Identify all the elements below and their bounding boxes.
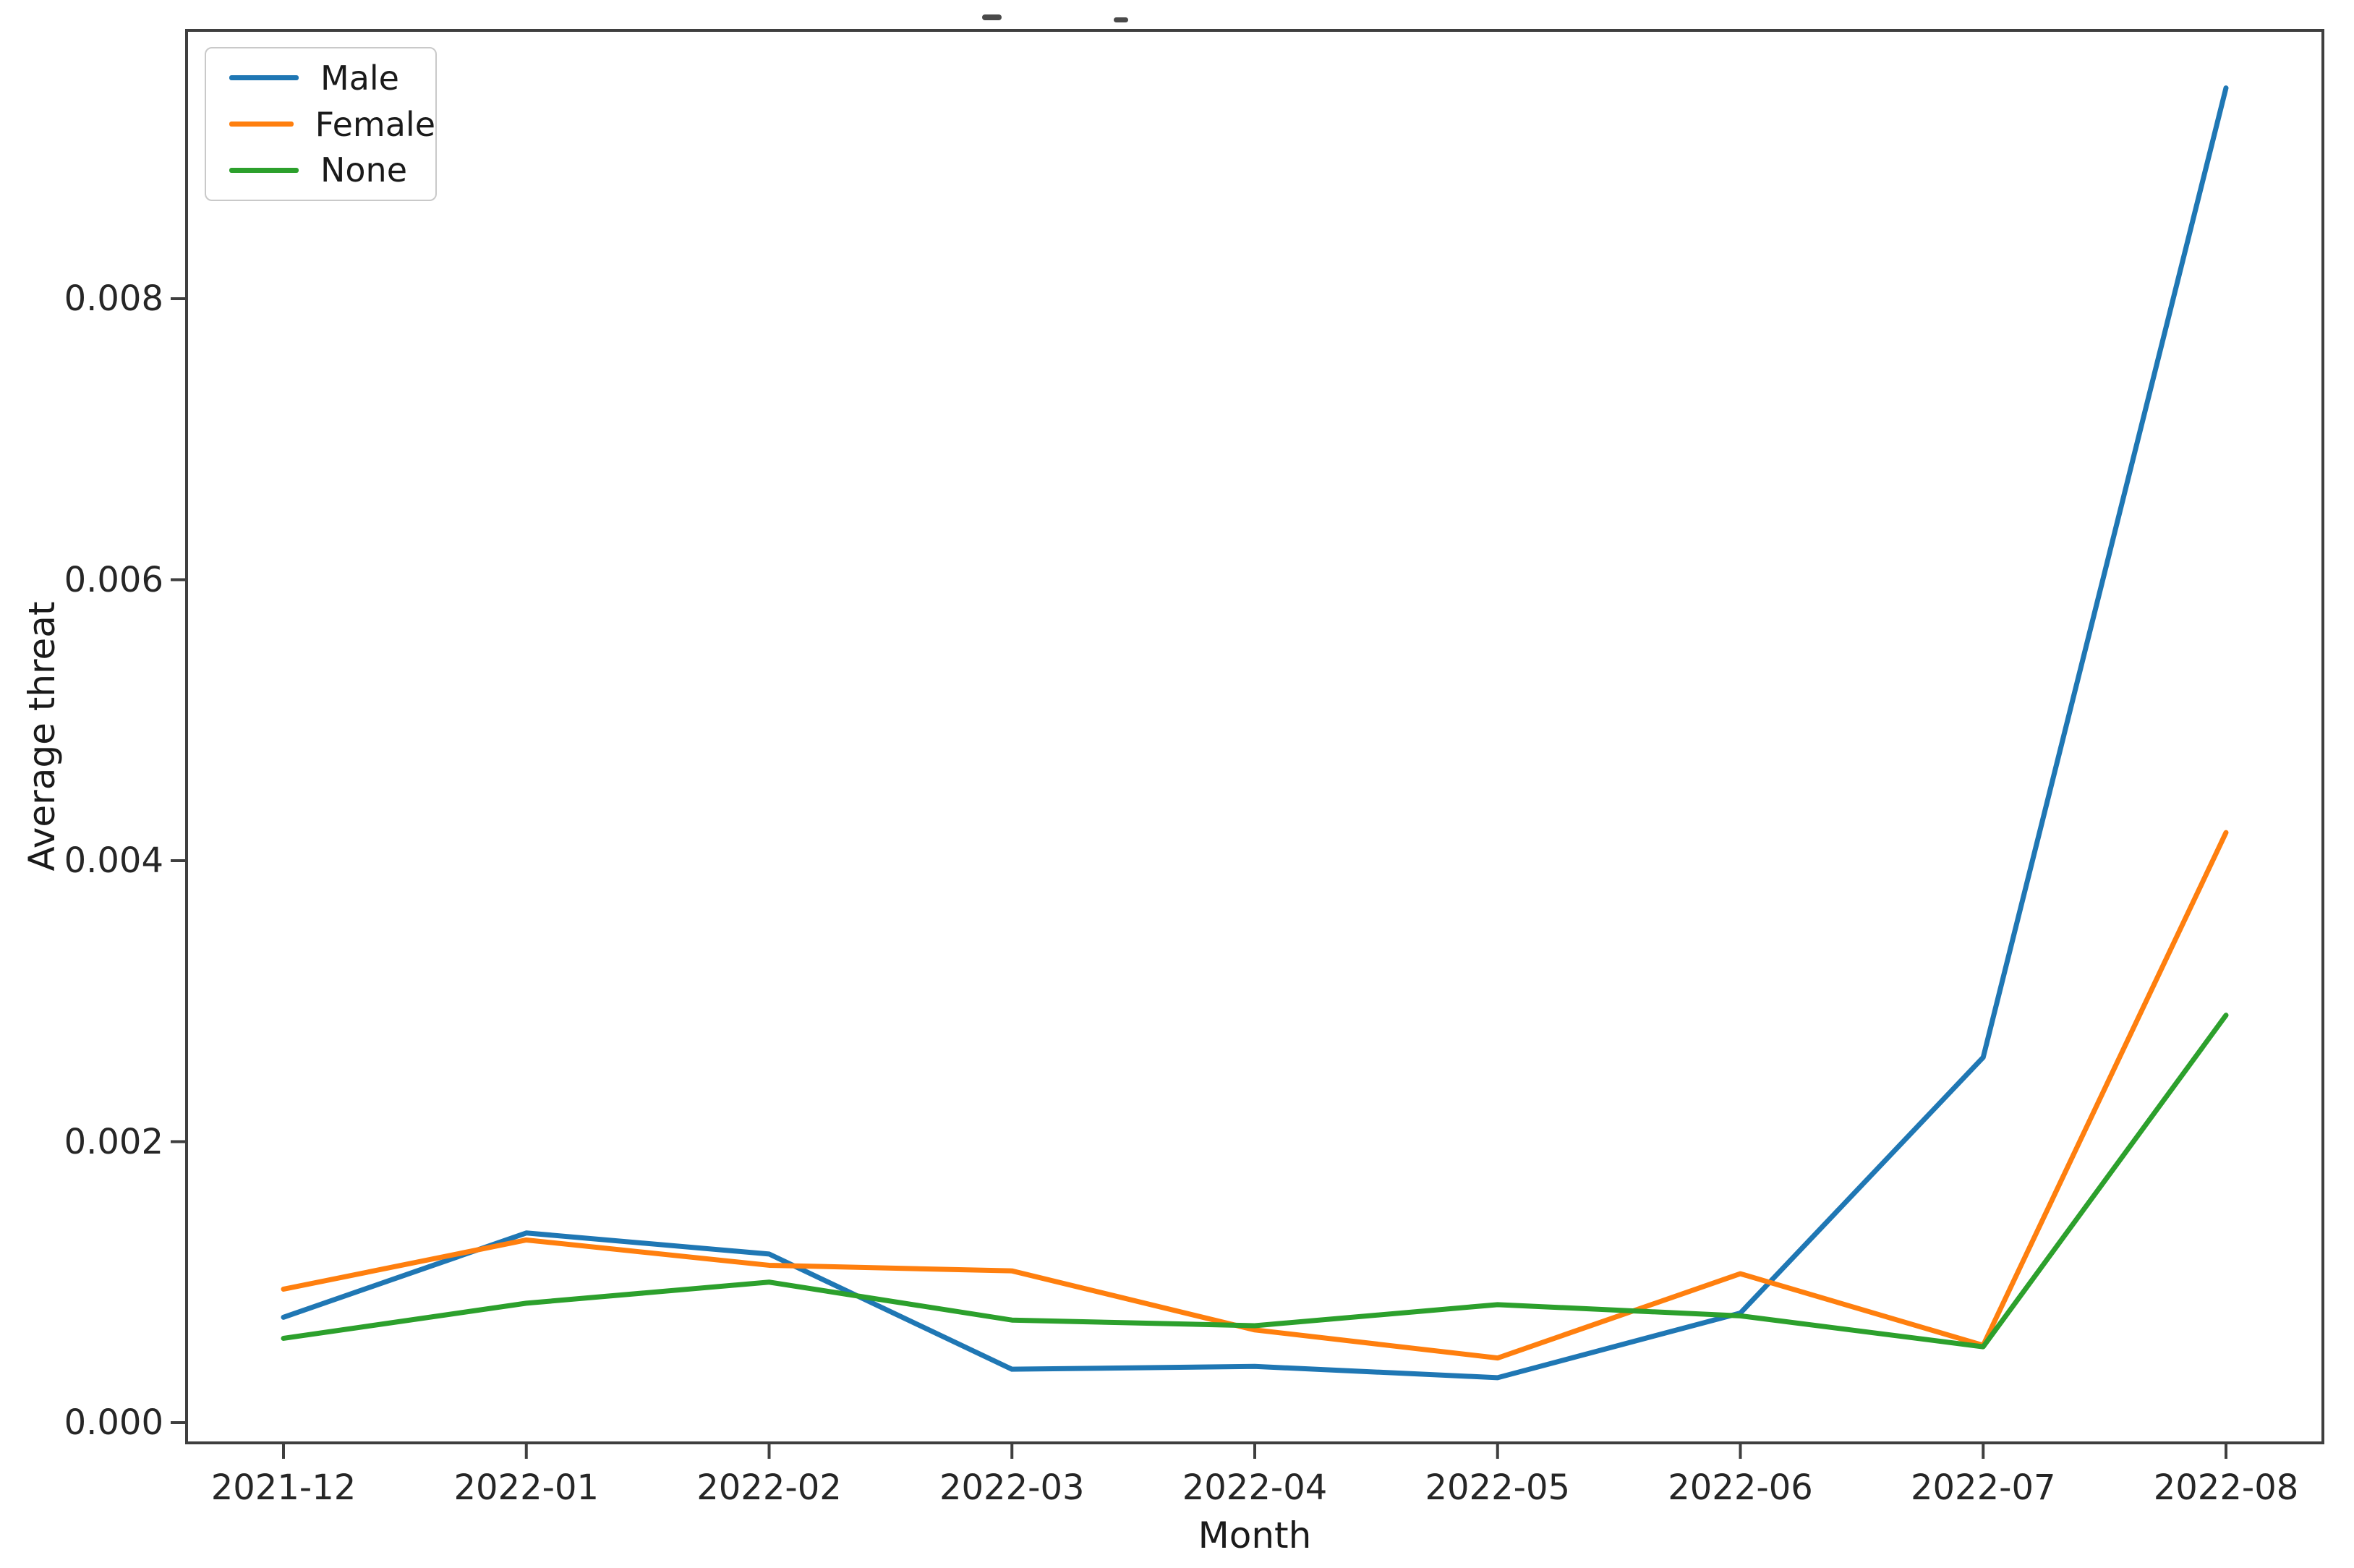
- x-tick-label: 2022-06: [1668, 1467, 1813, 1508]
- x-tick-label: 2021-12: [210, 1467, 357, 1508]
- plot-area-border: [185, 29, 2324, 1444]
- y-tick-label: 0.004: [64, 840, 163, 881]
- x-tick-label: 2022-02: [696, 1467, 842, 1508]
- female-line-swatch: [229, 122, 294, 127]
- y-tick-label: 0.000: [64, 1402, 163, 1443]
- x-tick-label: 2022-07: [1910, 1467, 2056, 1508]
- legend-label: None: [320, 150, 408, 190]
- male-line-swatch: [229, 75, 299, 81]
- series-lines: [281, 85, 2229, 1381]
- y-tick-label: 0.008: [64, 278, 163, 319]
- cropped-title-fragment: [982, 14, 1002, 20]
- x-tick-label: 2022-04: [1182, 1467, 1328, 1508]
- y-tick-label: 0.002: [64, 1121, 163, 1162]
- series-line-female: [281, 830, 2229, 1361]
- series-line-male: [281, 85, 2229, 1381]
- legend-item-female: Female: [229, 108, 435, 141]
- legend-label: Female: [315, 104, 435, 144]
- x-tick-label: 2022-08: [2153, 1467, 2299, 1508]
- y-tick-label: 0.006: [64, 559, 163, 600]
- x-tick-label: 2022-01: [453, 1467, 600, 1508]
- legend-label: Male: [320, 58, 399, 98]
- legend: Male Female None: [205, 47, 437, 201]
- axis-tick-marks: [171, 297, 2227, 1459]
- x-tick-label: 2022-05: [1425, 1467, 1571, 1508]
- cropped-title-fragment: [1114, 17, 1128, 22]
- series-line-none: [281, 1013, 2229, 1350]
- legend-item-male: Male: [229, 61, 435, 95]
- legend-item-none: None: [229, 153, 435, 187]
- x-axis-label: Month: [1198, 1514, 1312, 1556]
- none-line-swatch: [229, 167, 299, 173]
- y-axis-label: Average threat: [21, 601, 63, 872]
- x-tick-label: 2022-03: [939, 1467, 1085, 1508]
